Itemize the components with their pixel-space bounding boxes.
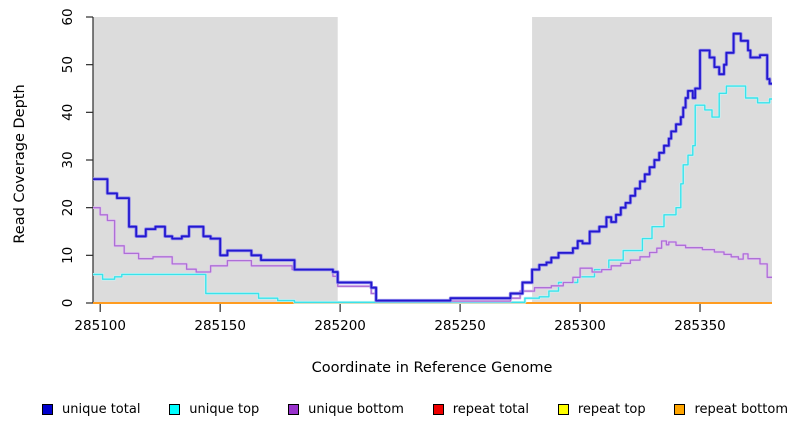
x-tick-label: 285100 xyxy=(74,318,126,334)
y-tick-label: 0 xyxy=(60,299,76,308)
y-tick-label: 20 xyxy=(60,199,76,216)
series-unique-total-line xyxy=(93,32,772,302)
legend-swatch-unique-bottom xyxy=(288,403,300,415)
legend-item-repeat-top: repeat top xyxy=(557,401,646,417)
x-tick-label: 285350 xyxy=(674,318,726,334)
y-tick-label: 60 xyxy=(60,8,76,25)
y-tick-label: 50 xyxy=(60,56,76,73)
legend-item-unique-bottom: unique bottom xyxy=(288,402,404,417)
chart-legend: unique total unique top unique bottom repea… xyxy=(42,398,788,420)
left-flank-band xyxy=(93,17,338,303)
series-unique-bottom-line xyxy=(93,207,772,302)
legend-label-repeat-total: repeat total xyxy=(452,401,529,417)
right-flank-band xyxy=(532,17,772,303)
legend-swatch-unique-total xyxy=(42,403,53,415)
legend-label-repeat-top: repeat top xyxy=(577,401,646,417)
x-axis-title: Coordinate in Reference Genome xyxy=(312,360,553,376)
y-tick-label: 30 xyxy=(60,151,76,168)
series-unique-top-line xyxy=(93,85,772,303)
legend-label-repeat-bottom: repeat bottom xyxy=(694,401,788,417)
legend-label-unique-top: unique top xyxy=(189,401,260,417)
legend-label-unique-bottom: unique bottom xyxy=(308,401,404,417)
y-tick-label: 10 xyxy=(60,247,76,264)
legend-item-repeat-bottom: repeat bottom xyxy=(674,402,788,417)
legend-item-unique-total: unique total xyxy=(42,402,140,417)
x-tick-label: 285250 xyxy=(434,318,486,334)
y-axis-title: Read Coverage Depth xyxy=(12,84,28,243)
legend-swatch-repeat-bottom xyxy=(674,403,686,415)
legend-swatch-repeat-top xyxy=(557,403,569,415)
legend-item-unique-top: unique top xyxy=(169,402,259,417)
legend-swatch-unique-top xyxy=(169,403,181,415)
plot-area: 285100 285150 285200 285250 285300 285350 0 10 2… xyxy=(60,8,772,334)
legend-swatch-repeat-total xyxy=(432,403,444,415)
legend-item-repeat-total: repeat total xyxy=(432,401,529,417)
y-tick-label: 40 xyxy=(60,104,76,121)
legend-label-unique-total: unique total xyxy=(62,401,141,417)
x-tick-label: 285300 xyxy=(554,318,606,334)
x-tick-label: 285150 xyxy=(194,318,246,334)
x-tick-label: 285200 xyxy=(314,318,366,334)
